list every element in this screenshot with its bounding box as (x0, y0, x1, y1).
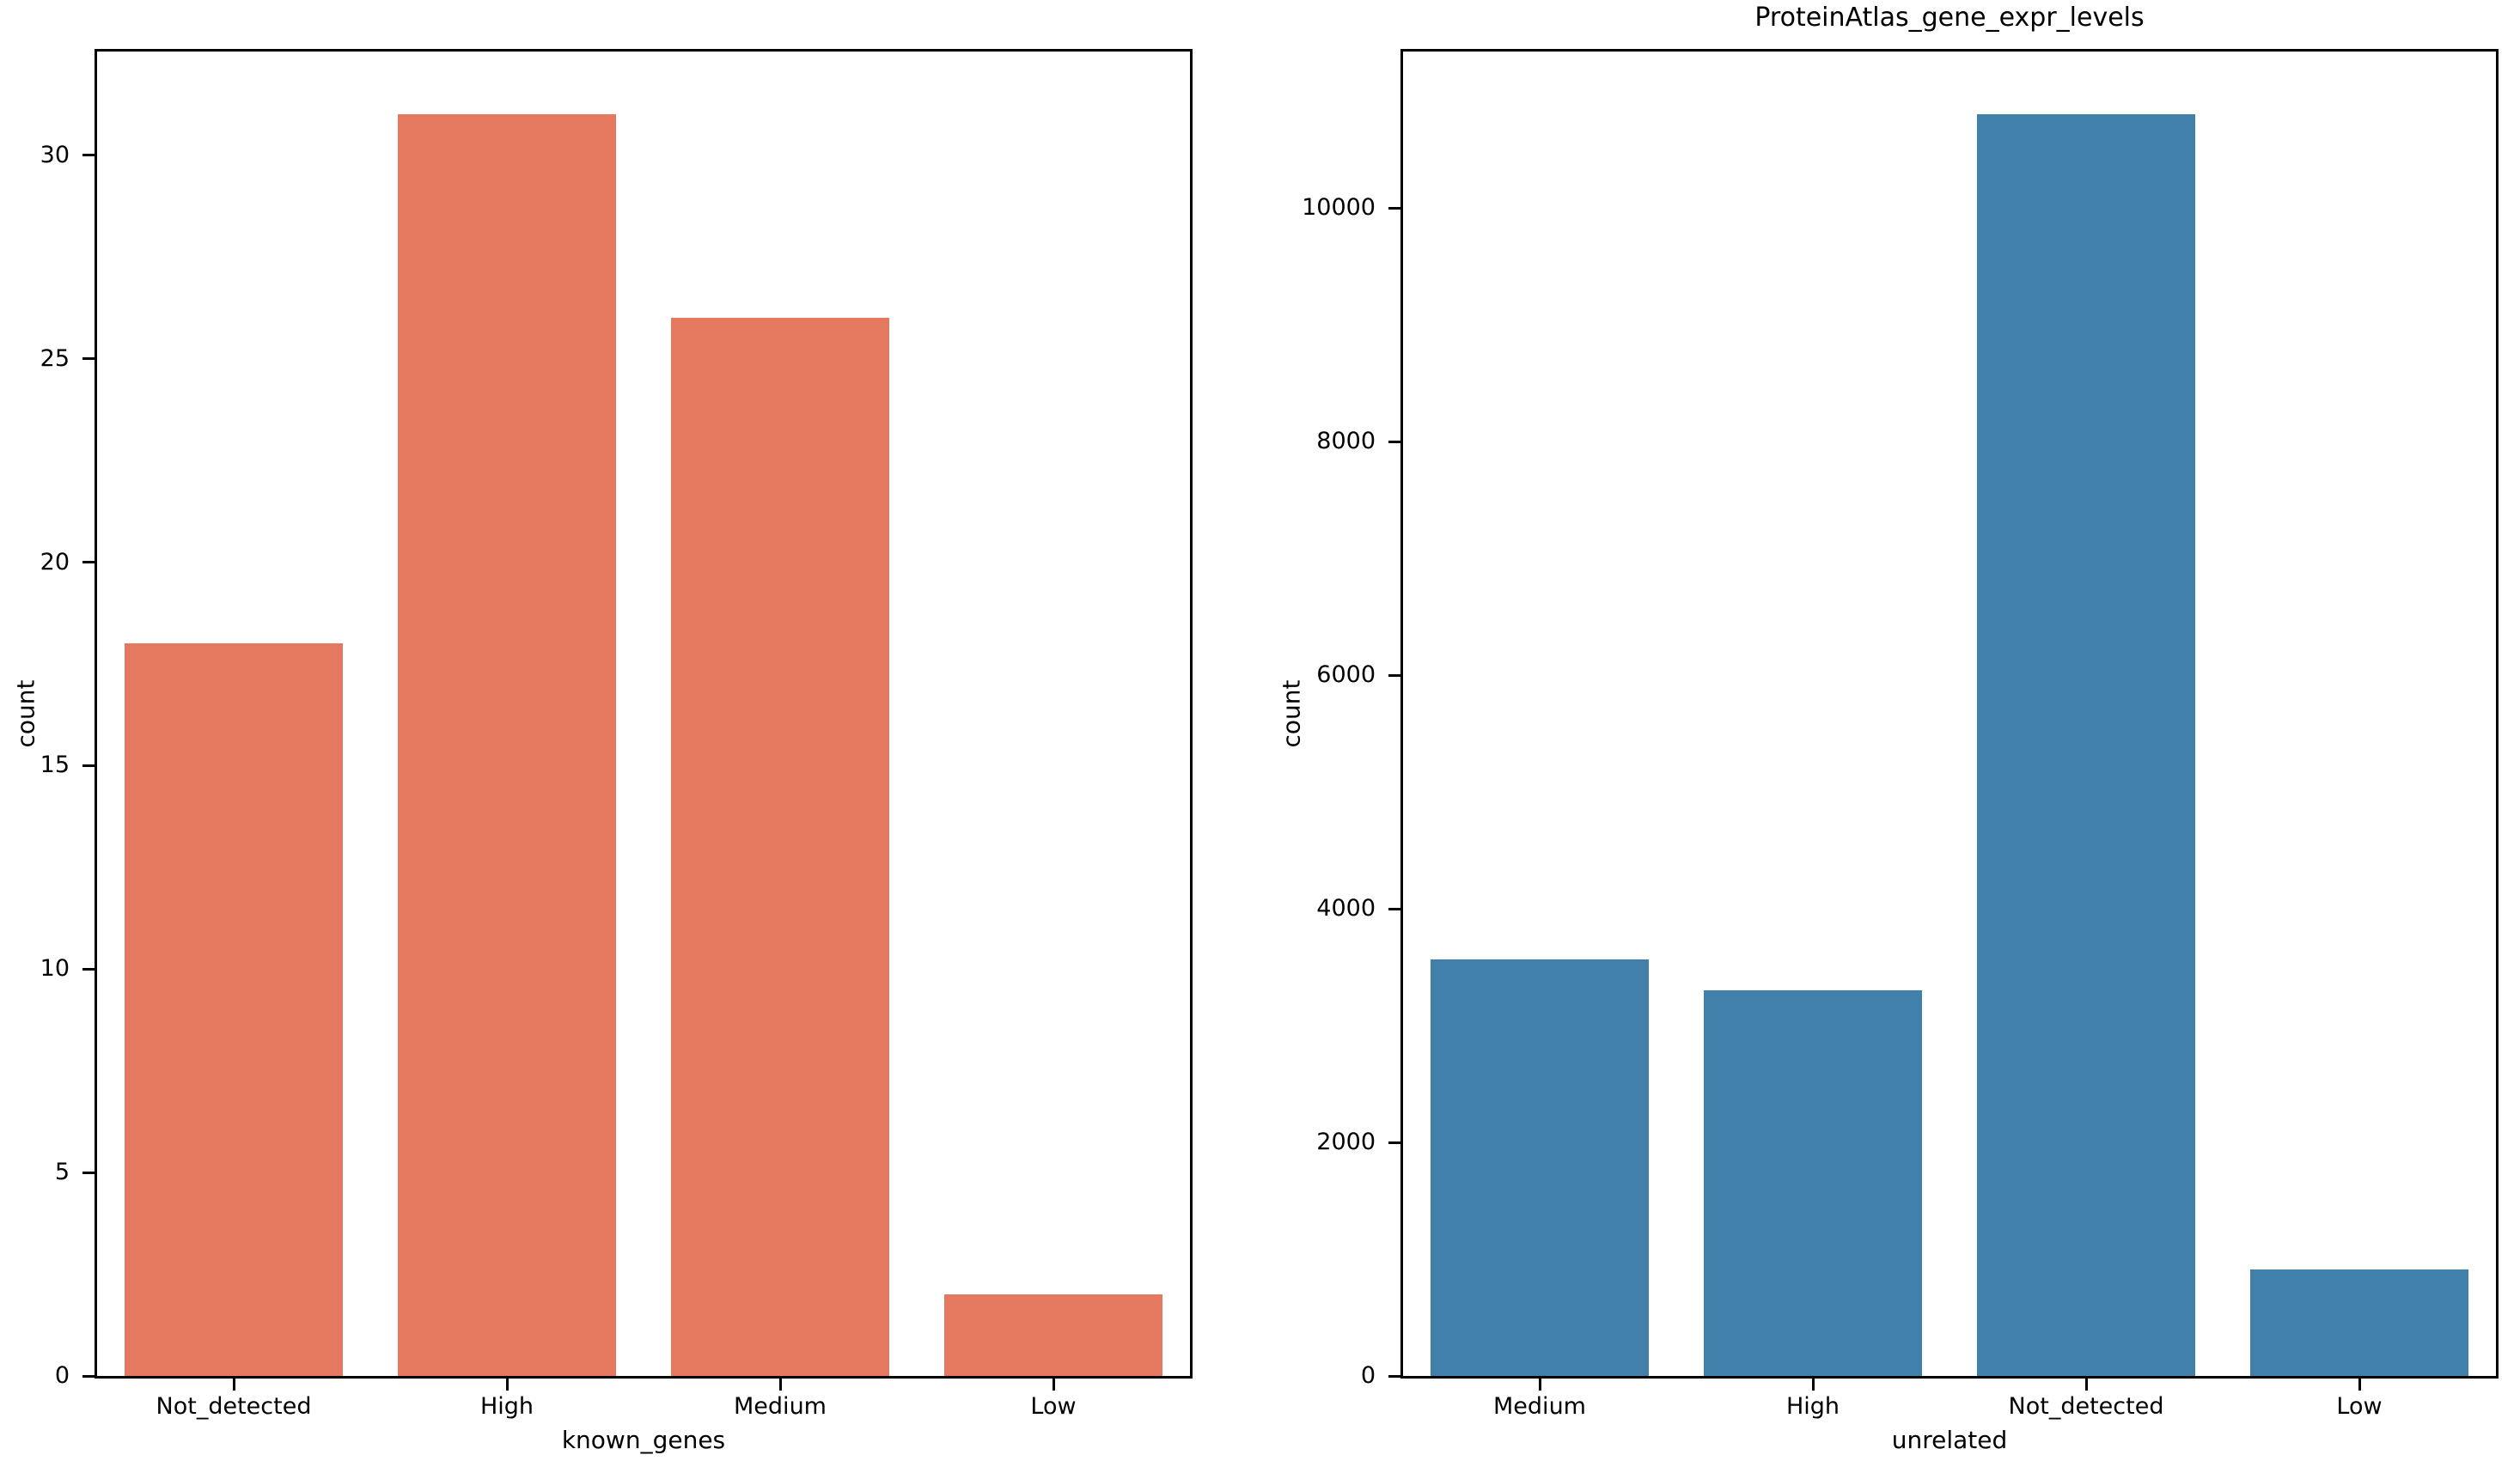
y-tick-label: 5 (54, 1159, 70, 1186)
x-tick-mark (505, 1379, 509, 1391)
left-plot-area: 0 5 10 15 20 25 30 Not_detected High Medium Low (40, 49, 1193, 1420)
y-tick-label: 30 (40, 141, 70, 168)
bar-not_detected (124, 643, 344, 1376)
x-tick-label: Not_detected (156, 1393, 312, 1420)
y-tick-mark (82, 1171, 95, 1174)
y-tick-label: 4000 (1316, 895, 1376, 922)
right-x-axis-label: unrelated (1891, 1426, 2008, 1454)
y-tick-label: 2000 (1316, 1129, 1376, 1156)
y-tick-label: 0 (54, 1362, 70, 1389)
y-tick-mark (1388, 440, 1400, 443)
y-tick-label: 10000 (1302, 194, 1376, 222)
x-tick-mark (2358, 1379, 2361, 1391)
x-tick-mark (1811, 1379, 1815, 1391)
y-tick-mark (1388, 1374, 1400, 1378)
x-tick-mark (232, 1379, 235, 1391)
right-y-axis-label: count (1277, 679, 1306, 748)
right-plot-area: 0 2000 4000 6000 8000 10000 Medium High Not_dete… (1302, 49, 2499, 1420)
y-tick-label: 0 (1360, 1362, 1376, 1389)
y-tick-label: 25 (40, 344, 70, 372)
bar-low (943, 1294, 1163, 1376)
x-tick-mark (2084, 1379, 2088, 1391)
bar-high (1703, 990, 1923, 1376)
y-tick-mark (82, 1374, 95, 1378)
y-tick-label: 8000 (1316, 428, 1376, 455)
bar-medium (670, 318, 890, 1376)
bar-low (2249, 1269, 2469, 1376)
y-tick-mark (82, 764, 95, 767)
x-tick-label: Medium (734, 1393, 827, 1420)
y-tick-mark (82, 967, 95, 971)
left-x-axis-label: known_genes (561, 1426, 726, 1454)
bar-high (397, 114, 617, 1376)
y-tick-label: 15 (40, 752, 70, 779)
right-chart-title: ProteinAtlas_gene_expr_levels (1754, 3, 2145, 33)
y-tick-label: 6000 (1316, 661, 1376, 689)
bar-medium (1430, 959, 1650, 1376)
y-tick-mark (1388, 673, 1400, 677)
y-tick-mark (1388, 907, 1400, 910)
y-tick-label: 10 (40, 955, 70, 983)
x-tick-label: High (1785, 1393, 1840, 1420)
x-tick-mark (778, 1379, 782, 1391)
x-tick-mark (1538, 1379, 1541, 1391)
y-tick-mark (1388, 1141, 1400, 1144)
x-tick-mark (1052, 1379, 1055, 1391)
y-tick-label: 20 (40, 548, 70, 575)
x-tick-label: Medium (1493, 1393, 1586, 1420)
y-tick-mark (1388, 206, 1400, 210)
x-tick-label: Low (1030, 1393, 1077, 1420)
y-tick-mark (82, 357, 95, 361)
y-tick-mark (82, 561, 95, 564)
y-tick-mark (82, 154, 95, 157)
x-tick-label: High (479, 1393, 534, 1420)
bar-not_detected (1976, 114, 2196, 1376)
x-tick-label: Low (2336, 1393, 2383, 1420)
x-tick-label: Not_detected (2008, 1393, 2164, 1420)
